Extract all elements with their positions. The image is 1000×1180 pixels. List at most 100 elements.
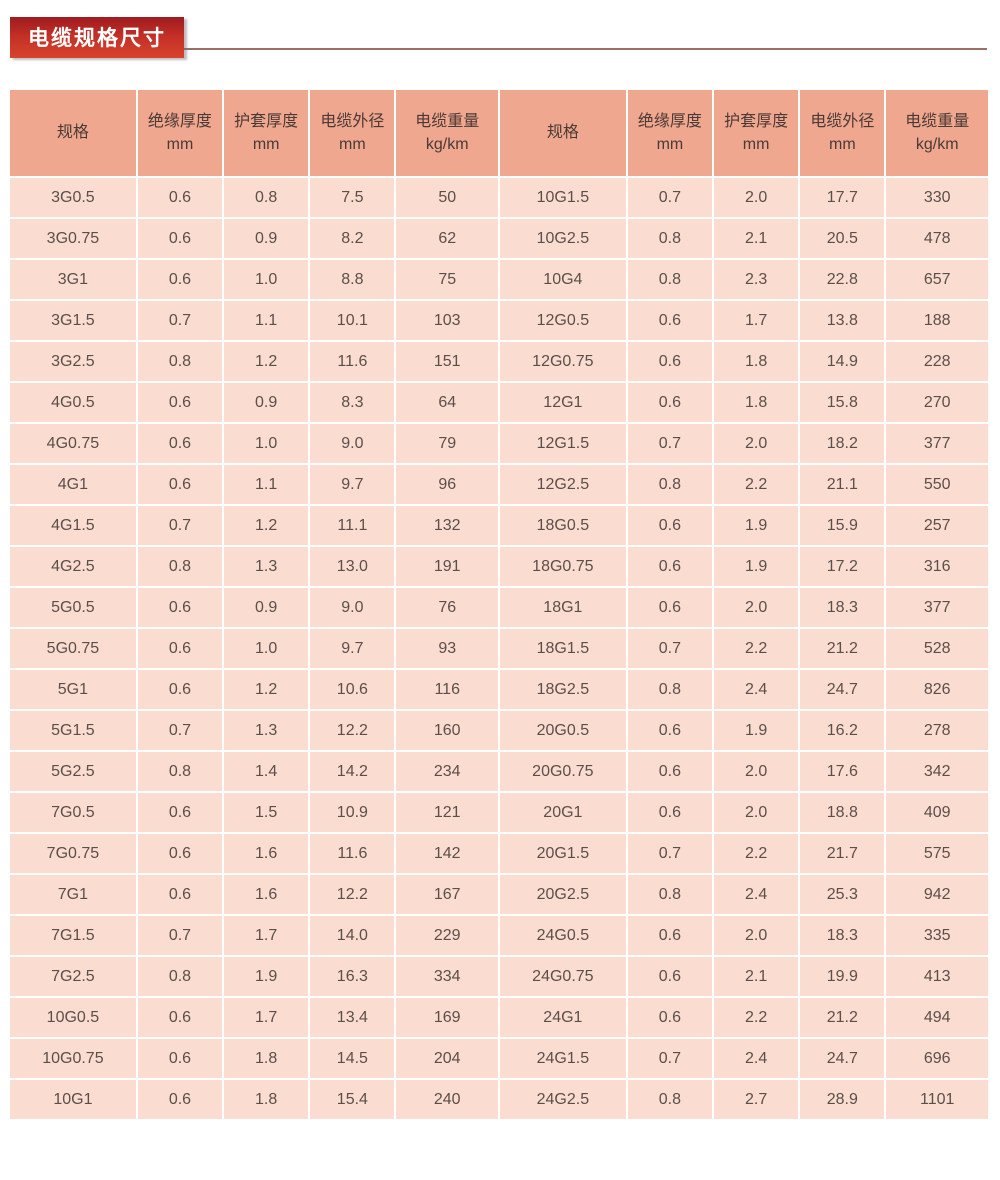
spec-cell: 4G1.5 [10, 506, 136, 545]
value-cell: 409 [886, 793, 988, 832]
value-cell: 9.0 [310, 588, 395, 627]
value-cell: 377 [886, 424, 988, 463]
value-cell: 13.4 [310, 998, 395, 1037]
value-cell: 0.6 [137, 629, 223, 668]
title-underline [10, 48, 987, 50]
value-cell: 2.4 [714, 1039, 799, 1078]
value-cell: 0.6 [137, 793, 223, 832]
value-cell: 0.6 [627, 506, 712, 545]
column-header: 护套厚度 mm [714, 90, 799, 176]
value-cell: 0.8 [137, 957, 223, 996]
value-cell: 96 [396, 465, 498, 504]
column-header-unit: mm [829, 136, 856, 153]
value-cell: 10.6 [310, 670, 395, 709]
value-cell: 0.7 [627, 178, 712, 217]
spec-cell: 7G2.5 [10, 957, 136, 996]
column-header-label: 护套厚度 [724, 112, 789, 130]
table-body: 3G0.5 0.6 0.8 7.5 50 10G1.5 0.7 2.0 17.7 330 3G0.7… [10, 178, 988, 1119]
value-cell: 64 [396, 383, 498, 422]
value-cell: 377 [886, 588, 988, 627]
value-cell: 169 [396, 998, 498, 1037]
value-cell: 14.2 [310, 752, 395, 791]
value-cell: 1.9 [714, 547, 799, 586]
value-cell: 2.0 [714, 178, 799, 217]
table-row: 7G0.5 0.6 1.5 10.9 121 20G1 0.6 2.0 18.8 409 [10, 793, 988, 832]
value-cell: 0.6 [627, 916, 712, 955]
spec-cell: 24G2.5 [499, 1080, 626, 1119]
value-cell: 0.6 [137, 383, 223, 422]
table-row: 4G2.5 0.8 1.3 13.0 191 18G0.75 0.6 1.9 17.2 316 [10, 547, 988, 586]
value-cell: 11.6 [310, 342, 395, 381]
table-row: 5G0.75 0.6 1.0 9.7 93 18G1.5 0.7 2.2 21.2 528 [10, 629, 988, 668]
value-cell: 1.2 [224, 506, 309, 545]
value-cell: 1.0 [224, 260, 309, 299]
value-cell: 21.2 [800, 998, 885, 1037]
value-cell: 0.6 [137, 588, 223, 627]
value-cell: 0.6 [137, 834, 223, 873]
value-cell: 1.8 [714, 342, 799, 381]
value-cell: 18.3 [800, 588, 885, 627]
value-cell: 0.7 [137, 711, 223, 750]
value-cell: 0.6 [627, 383, 712, 422]
table-row: 4G1.5 0.7 1.2 11.1 132 18G0.5 0.6 1.9 15.9 257 [10, 506, 988, 545]
column-header: 电缆外径 mm [800, 90, 885, 176]
spec-cell: 4G0.75 [10, 424, 136, 463]
value-cell: 270 [886, 383, 988, 422]
spec-cell: 10G1 [10, 1080, 136, 1119]
spec-cell: 24G0.5 [499, 916, 626, 955]
value-cell: 2.3 [714, 260, 799, 299]
value-cell: 1.1 [224, 301, 309, 340]
value-cell: 413 [886, 957, 988, 996]
value-cell: 0.7 [137, 506, 223, 545]
value-cell: 121 [396, 793, 498, 832]
value-cell: 0.8 [627, 670, 712, 709]
table-row: 7G1.5 0.7 1.7 14.0 229 24G0.5 0.6 2.0 18.3 335 [10, 916, 988, 955]
spec-cell: 7G0.75 [10, 834, 136, 873]
value-cell: 0.6 [137, 178, 223, 217]
value-cell: 228 [886, 342, 988, 381]
value-cell: 0.6 [137, 465, 223, 504]
value-cell: 2.2 [714, 629, 799, 668]
column-header: 规格 [499, 90, 626, 176]
value-cell: 9.0 [310, 424, 395, 463]
value-cell: 188 [886, 301, 988, 340]
value-cell: 0.6 [137, 424, 223, 463]
column-header-label: 护套厚度 [234, 112, 299, 130]
section-header: 电缆规格尺寸 [0, 0, 1000, 58]
value-cell: 151 [396, 342, 498, 381]
spec-cell: 7G1.5 [10, 916, 136, 955]
table-row: 5G2.5 0.8 1.4 14.2 234 20G0.75 0.6 2.0 17.6 342 [10, 752, 988, 791]
table-row: 4G0.5 0.6 0.9 8.3 64 12G1 0.6 1.8 15.8 270 [10, 383, 988, 422]
table-row: 4G1 0.6 1.1 9.7 96 12G2.5 0.8 2.2 21.1 550 [10, 465, 988, 504]
value-cell: 0.8 [627, 465, 712, 504]
column-header-label: 绝缘厚度 [637, 112, 702, 130]
value-cell: 1101 [886, 1080, 988, 1119]
value-cell: 1.7 [224, 916, 309, 955]
column-header: 电缆外径 mm [310, 90, 395, 176]
spec-cell: 4G1 [10, 465, 136, 504]
table-head-row: 规格 绝缘厚度 mm 护套厚度 mm 电缆外径 mm 电缆重量 kg/km 规格 绝缘厚度 mm 护套厚… [10, 90, 988, 176]
spec-cell: 18G1.5 [499, 629, 626, 668]
value-cell: 234 [396, 752, 498, 791]
column-header-label: 规格 [56, 124, 89, 142]
value-cell: 0.6 [627, 588, 712, 627]
table-row: 5G1 0.6 1.2 10.6 116 18G2.5 0.8 2.4 24.7 826 [10, 670, 988, 709]
value-cell: 0.6 [627, 711, 712, 750]
value-cell: 21.2 [800, 629, 885, 668]
value-cell: 2.0 [714, 793, 799, 832]
value-cell: 17.2 [800, 547, 885, 586]
value-cell: 50 [396, 178, 498, 217]
value-cell: 0.7 [627, 1039, 712, 1078]
spec-cell: 3G2.5 [10, 342, 136, 381]
spec-cell: 12G1.5 [499, 424, 626, 463]
value-cell: 14.5 [310, 1039, 395, 1078]
spec-cell: 18G0.75 [499, 547, 626, 586]
value-cell: 0.6 [137, 670, 223, 709]
spec-cell: 7G1 [10, 875, 136, 914]
value-cell: 62 [396, 219, 498, 258]
value-cell: 0.8 [627, 260, 712, 299]
value-cell: 0.6 [627, 957, 712, 996]
value-cell: 1.1 [224, 465, 309, 504]
value-cell: 167 [396, 875, 498, 914]
value-cell: 0.6 [137, 219, 223, 258]
